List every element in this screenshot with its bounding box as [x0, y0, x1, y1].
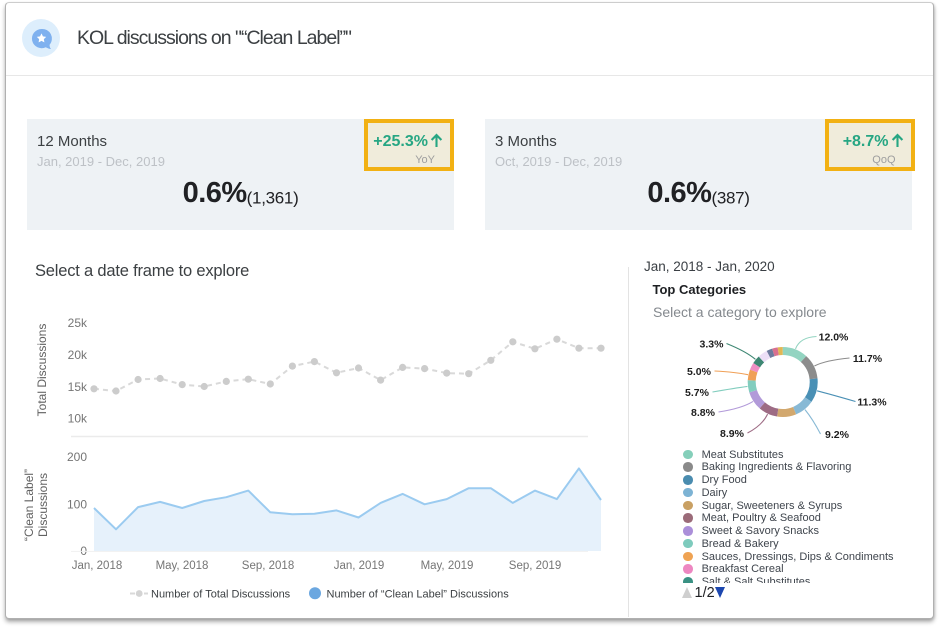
svg-text:8.8%: 8.8%: [691, 407, 716, 419]
svg-text:5.7%: 5.7%: [685, 387, 710, 399]
svg-text:“Clean Label”: “Clean Label”: [22, 469, 36, 541]
svg-text:20k: 20k: [68, 348, 88, 362]
svg-text:Number of Total Discussions: Number of Total Discussions: [151, 588, 291, 600]
svg-text:200: 200: [67, 450, 87, 464]
svg-text:3.3%: 3.3%: [700, 339, 725, 351]
svg-text:Number of “Clean Label” Discus: Number of “Clean Label” Discussions: [327, 588, 510, 600]
svg-text:12.0%: 12.0%: [819, 332, 849, 344]
svg-text:Jan, 2018: Jan, 2018: [72, 560, 123, 572]
svg-text:25k: 25k: [68, 316, 88, 330]
svg-text:9.2%: 9.2%: [825, 429, 850, 441]
svg-text:11.7%: 11.7%: [853, 353, 883, 365]
svg-text:Total Discussions: Total Discussions: [35, 324, 49, 417]
svg-text:Sep, 2019: Sep, 2019: [509, 560, 561, 572]
svg-text:Discussions: Discussions: [36, 473, 50, 537]
svg-text:100: 100: [67, 498, 87, 512]
svg-text:5.0%: 5.0%: [687, 366, 712, 378]
svg-text:10k: 10k: [68, 412, 88, 426]
svg-text:8.9%: 8.9%: [720, 428, 745, 440]
svg-text:11.3%: 11.3%: [857, 397, 887, 409]
svg-text:Jan, 2019: Jan, 2019: [334, 560, 385, 572]
svg-text:May, 2018: May, 2018: [156, 560, 209, 572]
svg-text:15k: 15k: [68, 380, 88, 394]
svg-text:Sep, 2018: Sep, 2018: [242, 560, 294, 572]
svg-text:May, 2019: May, 2019: [421, 560, 474, 572]
